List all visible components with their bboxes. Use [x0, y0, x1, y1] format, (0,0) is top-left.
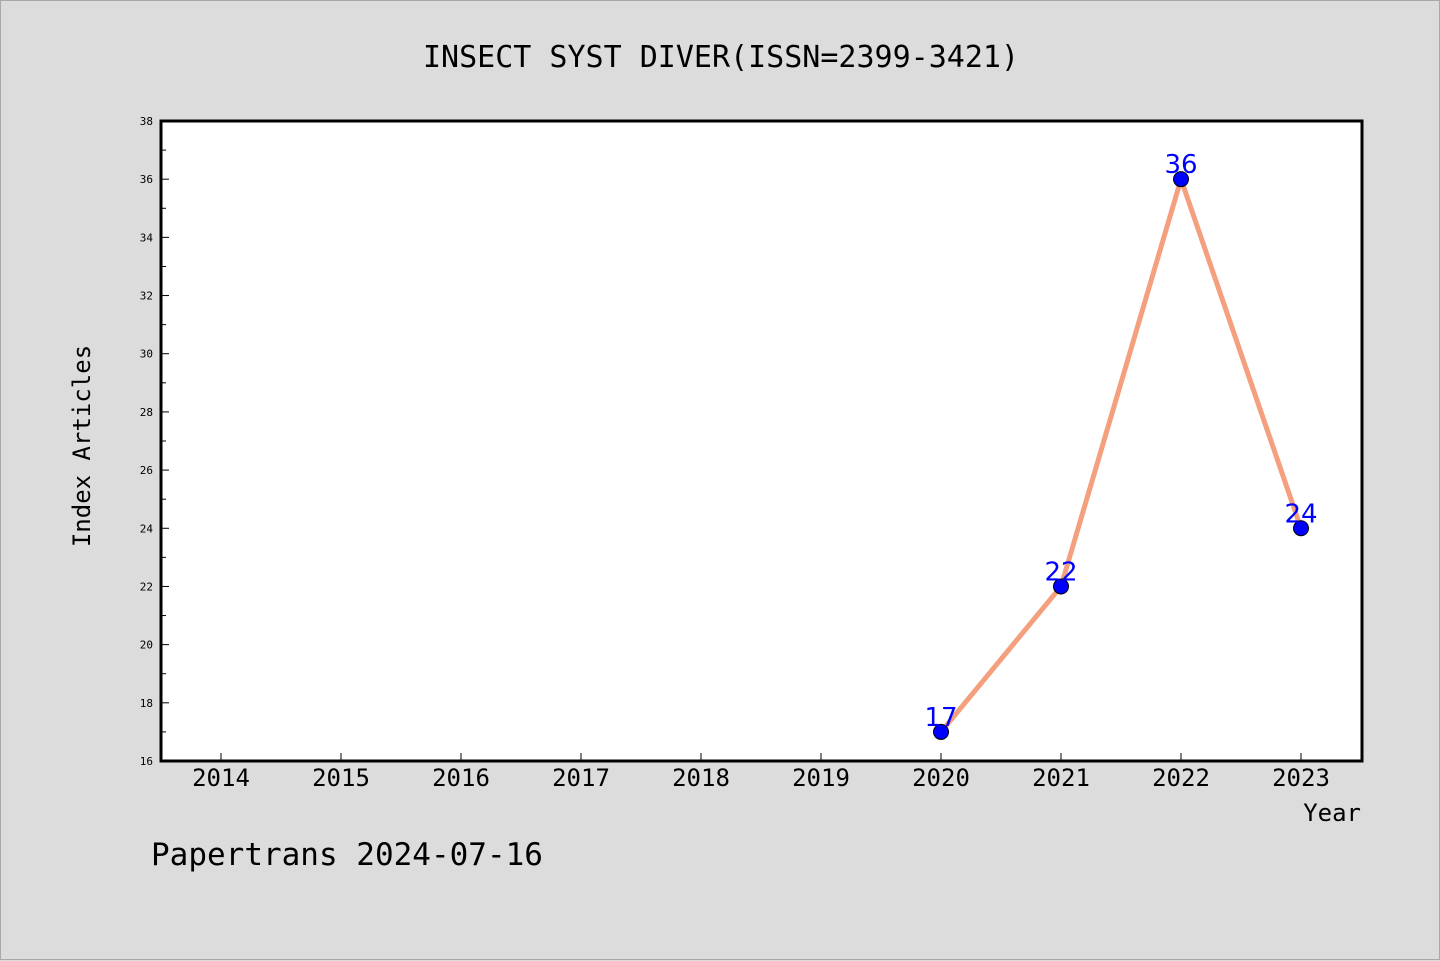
data-label: 17 — [924, 703, 957, 733]
data-point — [1173, 171, 1189, 188]
x-tick-label: 2023 — [1272, 764, 1330, 792]
footer-text: Papertrans 2024-07-16 — [151, 837, 543, 873]
y-axis: 16 18 20 22 24 26 28 30 32 34 36 38 — [140, 115, 169, 768]
x-tick-label: 2017 — [552, 764, 610, 792]
y-axis-label: Index Articles — [68, 345, 96, 547]
y-tick-label: 20 — [140, 639, 153, 652]
y-tick-label: 34 — [140, 231, 154, 244]
x-tick-label: 2019 — [792, 764, 850, 792]
data-label: 22 — [1044, 557, 1077, 587]
x-tick-label: 2018 — [672, 764, 730, 792]
data-point — [933, 723, 949, 740]
x-tick-label: 2014 — [192, 764, 250, 792]
x-axis: 2014 2015 2016 2017 2018 2019 2020 2021 2022 2023 — [192, 753, 1330, 792]
x-tick-label: 2020 — [912, 764, 970, 792]
plot-area — [159, 119, 1364, 763]
data-label: 36 — [1164, 150, 1197, 180]
data-label: 24 — [1284, 499, 1317, 529]
y-tick-label: 30 — [140, 348, 153, 361]
data-point — [1053, 578, 1069, 595]
y-tick-label: 24 — [140, 522, 154, 535]
x-axis-label: Year — [1303, 799, 1361, 827]
y-tick-label: 26 — [140, 464, 153, 477]
y-tick-label: 22 — [140, 580, 153, 593]
y-tick-label: 32 — [140, 290, 153, 303]
chart-title: INSECT SYST DIVER(ISSN=2399-3421) — [423, 40, 1019, 75]
x-tick-label: 2022 — [1152, 764, 1210, 792]
data-series: 17 22 36 24 — [924, 150, 1318, 740]
x-tick-label: 2016 — [432, 764, 490, 792]
x-tick-label: 2015 — [312, 764, 370, 792]
y-tick-label: 38 — [140, 115, 153, 128]
y-tick-label: 28 — [140, 406, 153, 419]
y-tick-label: 16 — [140, 755, 153, 768]
y-tick-label: 36 — [140, 173, 153, 186]
series-line — [939, 176, 1304, 734]
data-point — [1293, 520, 1309, 537]
y-tick-label: 18 — [140, 697, 153, 710]
x-tick-label: 2021 — [1032, 764, 1090, 792]
